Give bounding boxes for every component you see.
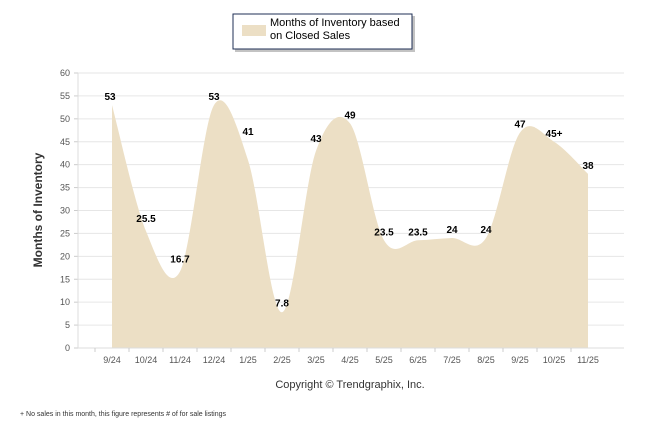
- legend: Months of Inventory based on Closed Sale…: [232, 13, 415, 52]
- data-label: 49: [344, 110, 356, 121]
- x-tick-label: 10/24: [135, 355, 158, 365]
- y-tick-label: 30: [60, 206, 70, 216]
- y-tick-label: 50: [60, 114, 70, 124]
- data-label: 24: [446, 225, 458, 236]
- data-label: 38: [582, 161, 594, 172]
- y-tick-label: 60: [60, 68, 70, 78]
- data-label: 43: [310, 134, 322, 145]
- data-label: 16.7: [170, 254, 190, 265]
- x-tick-label: 8/25: [477, 355, 495, 365]
- y-axis-title: Months of Inventory: [31, 152, 45, 267]
- y-tick-label: 10: [60, 297, 70, 307]
- y-tick-label: 25: [60, 228, 70, 238]
- legend-swatch: [242, 25, 266, 36]
- x-tick-label: 9/25: [511, 355, 529, 365]
- y-tick-label: 55: [60, 91, 70, 101]
- y-tick-label: 0: [65, 343, 70, 353]
- y-tick-label: 35: [60, 183, 70, 193]
- y-tick-label: 20: [60, 251, 70, 261]
- data-label: 53: [104, 92, 116, 103]
- legend-label: Months of Inventory based: [270, 17, 400, 29]
- data-label: 7.8: [275, 298, 289, 309]
- footnote: + No sales in this month, this figure re…: [20, 411, 227, 418]
- legend-label-2: on Closed Sales: [270, 30, 351, 42]
- data-label: 23.5: [408, 227, 428, 238]
- data-label: 25.5: [136, 214, 156, 225]
- x-tick-label: 1/25: [239, 355, 257, 365]
- x-tick-label: 2/25: [273, 355, 291, 365]
- y-tick-label: 5: [65, 320, 70, 330]
- data-label: 45+: [546, 129, 563, 140]
- data-label: 23.5: [374, 227, 394, 238]
- x-tick-label: 10/25: [543, 355, 566, 365]
- y-tick-label: 45: [60, 137, 70, 147]
- x-tick-label: 4/25: [341, 355, 359, 365]
- data-label: 47: [514, 120, 526, 131]
- x-tick-label: 11/25: [577, 355, 599, 365]
- x-tick-label: 3/25: [307, 355, 325, 365]
- y-tick-label: 15: [60, 274, 70, 284]
- area-series: [112, 100, 588, 348]
- data-label: 41: [242, 127, 254, 138]
- x-tick-label: 11/24: [169, 355, 191, 365]
- copyright: Copyright © Trendgraphix, Inc.: [275, 379, 424, 391]
- data-label: 24: [480, 225, 492, 236]
- x-tick-label: 12/24: [203, 355, 226, 365]
- x-tick-label: 7/25: [443, 355, 461, 365]
- x-tick-label: 9/24: [103, 355, 121, 365]
- data-label: 53: [208, 92, 220, 103]
- x-tick-label: 5/25: [375, 355, 393, 365]
- y-tick-label: 40: [60, 160, 70, 170]
- x-tick-label: 6/25: [409, 355, 427, 365]
